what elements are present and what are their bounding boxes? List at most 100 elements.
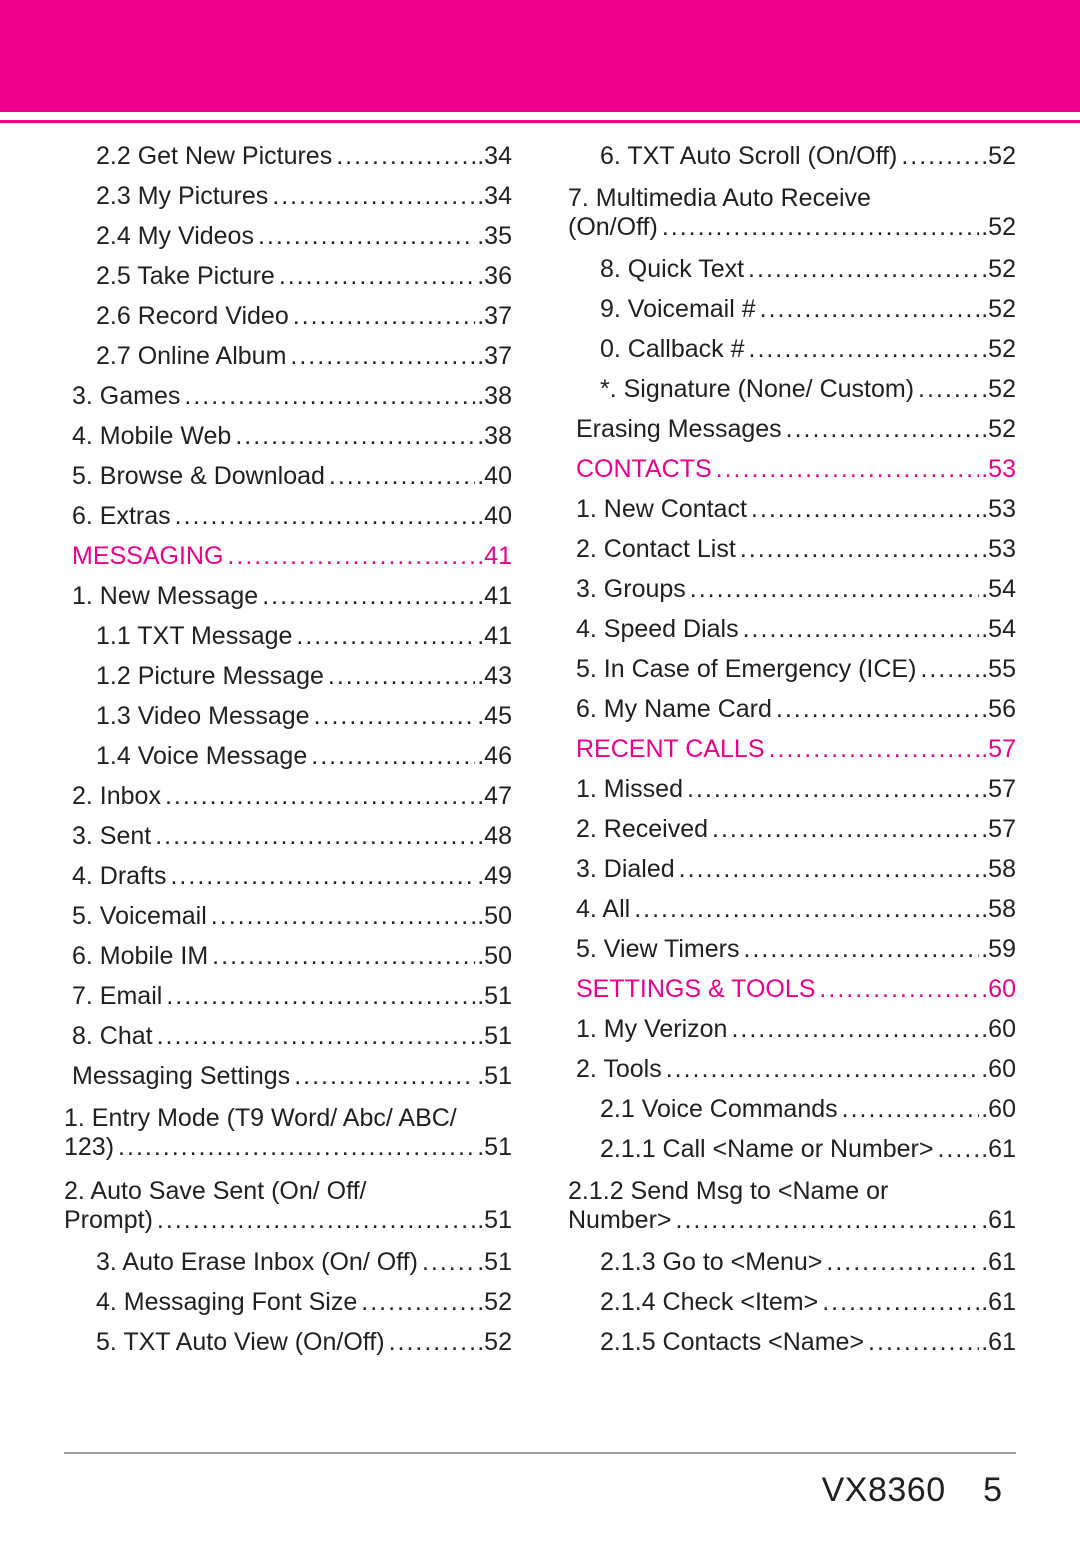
toc-entry: 8. Quick Text.52 — [568, 250, 1016, 290]
toc-page: .41 — [475, 584, 512, 609]
toc-leader-dots — [294, 1064, 475, 1089]
toc-entry: 3. Groups.54 — [568, 570, 1016, 610]
toc-label: 2.1 Voice Commands — [600, 1097, 842, 1122]
toc-entry: 2.3 My Pictures.34 — [64, 177, 512, 217]
toc-page: .45 — [475, 704, 512, 729]
toc-page: .52 — [979, 144, 1016, 169]
toc-leader-dots — [211, 904, 475, 929]
toc-page: .34 — [475, 184, 512, 209]
toc-page: .34 — [475, 144, 512, 169]
toc-page: .57 — [979, 817, 1016, 842]
toc-page: .61 — [979, 1330, 1016, 1355]
toc-page: .61 — [979, 1250, 1016, 1275]
toc-entry: 2.6 Record Video.37 — [64, 297, 512, 337]
toc-entry: 9. Voicemail #.52 — [568, 290, 1016, 330]
toc-page: .38 — [475, 384, 512, 409]
toc-label: 2. Auto Save Sent (On/ Off/ — [64, 1177, 512, 1206]
toc-column-right: 6. TXT Auto Scroll (On/Off) .52 7. Multime… — [568, 137, 1016, 1363]
toc-leader-dots — [901, 144, 979, 169]
toc-page: .51 — [475, 1024, 512, 1049]
toc-entry: 4. All.58 — [568, 890, 1016, 930]
toc-label: 4. All — [576, 897, 634, 922]
toc-label: 6. Mobile IM — [72, 944, 212, 969]
toc-page: .61 — [979, 1290, 1016, 1315]
toc-page: .56 — [979, 697, 1016, 722]
toc-page: .52 — [475, 1330, 512, 1355]
toc-page: .36 — [475, 264, 512, 289]
toc-page: .60 — [979, 977, 1016, 1002]
toc-leader-dots — [634, 897, 979, 922]
toc-entry: 3. Sent.48 — [64, 817, 512, 857]
toc-page: .51 — [475, 1206, 512, 1235]
toc-leader-dots — [662, 213, 979, 242]
toc-page: .60 — [979, 1097, 1016, 1122]
toc-label: 4. Mobile Web — [72, 424, 235, 449]
toc-entry: 2. Auto Save Sent (On/ Off/Prompt).51 — [64, 1170, 512, 1243]
toc-leader-dots — [743, 937, 979, 962]
toc-leader-dots — [262, 584, 475, 609]
toc-leader-dots — [166, 984, 475, 1009]
toc-leader-dots — [760, 297, 980, 322]
toc-page: .53 — [979, 497, 1016, 522]
toc-label: 4. Drafts — [72, 864, 170, 889]
toc-page: .61 — [979, 1137, 1016, 1162]
toc-leader-dots — [712, 817, 979, 842]
toc-label: SETTINGS & TOOLS — [576, 977, 819, 1002]
toc-leader-dots — [690, 577, 979, 602]
toc-entry: 8. Chat.51 — [64, 1017, 512, 1057]
toc-page: .61 — [979, 1206, 1016, 1235]
toc-label: 3. Games — [72, 384, 184, 409]
toc-page: .52 — [979, 377, 1016, 402]
toc-label: 7. Email — [72, 984, 166, 1009]
toc-label: 6. Extras — [72, 504, 175, 529]
toc-label: Messaging Settings — [72, 1064, 294, 1089]
toc-entry: 6. TXT Auto Scroll (On/Off) .52 — [568, 137, 1016, 177]
toc-leader-dots — [731, 1017, 979, 1042]
toc-leader-dots — [293, 304, 476, 329]
toc-entry: 7. Multimedia Auto Receive(On/Off).52 — [568, 177, 1016, 250]
toc-page: .51 — [475, 1133, 512, 1162]
toc-leader-dots — [290, 344, 475, 369]
toc-entry: 6. Extras .40 — [64, 497, 512, 537]
toc-column-left: 2.2 Get New Pictures.342.3 My Pictures.3… — [64, 137, 512, 1363]
toc-label-continued: (On/Off) — [568, 213, 662, 242]
toc-page: .59 — [979, 937, 1016, 962]
toc-leader-dots — [157, 1024, 476, 1049]
toc-entry: 2.1.1 Call <Name or Number>.61 — [568, 1130, 1016, 1170]
toc-label: 6. My Name Card — [576, 697, 776, 722]
toc-leader-dots — [786, 417, 980, 442]
toc-entry: 6. My Name Card .56 — [568, 690, 1016, 730]
toc-section-heading: SETTINGS & TOOLS .60 — [568, 970, 1016, 1010]
toc-page: .54 — [979, 577, 1016, 602]
footer-page-number: 5 — [983, 1471, 1002, 1509]
toc-entry: *. Signature (None/ Custom).52 — [568, 370, 1016, 410]
toc-label: 2.2 Get New Pictures — [96, 144, 336, 169]
toc-label: 5. View Timers — [576, 937, 743, 962]
toc-leader-dots — [776, 697, 979, 722]
toc-leader-dots — [749, 337, 980, 362]
toc-page: .53 — [979, 537, 1016, 562]
toc-leader-dots — [314, 704, 476, 729]
toc-leader-dots — [329, 464, 475, 489]
toc-label: 2.7 Online Album — [96, 344, 290, 369]
toc-label: 6. TXT Auto Scroll (On/Off) — [600, 144, 901, 169]
toc-label: 2. Contact List — [576, 537, 740, 562]
toc-leader-dots — [868, 1330, 979, 1355]
toc-label: 1.1 TXT Message — [96, 624, 296, 649]
toc-leader-dots — [175, 504, 476, 529]
toc-entry: 1.2 Picture Message.43 — [64, 657, 512, 697]
toc-label: MESSAGING — [72, 544, 227, 569]
toc-page: .52 — [979, 257, 1016, 282]
toc-leader-dots — [826, 1250, 979, 1275]
toc-label: 1.2 Picture Message — [96, 664, 328, 689]
toc-entry: 2. Contact List .53 — [568, 530, 1016, 570]
toc-label: 1. Entry Mode (T9 Word/ Abc/ ABC/ — [64, 1104, 512, 1133]
toc-leader-dots — [769, 737, 980, 762]
toc-leader-dots — [422, 1250, 475, 1275]
toc-page: .52 — [475, 1290, 512, 1315]
toc-page: .51 — [475, 1064, 512, 1089]
toc-page: .40 — [475, 504, 512, 529]
toc-page: .49 — [475, 864, 512, 889]
toc-entry: 6. Mobile IM.50 — [64, 937, 512, 977]
toc-label: 2.6 Record Video — [96, 304, 293, 329]
